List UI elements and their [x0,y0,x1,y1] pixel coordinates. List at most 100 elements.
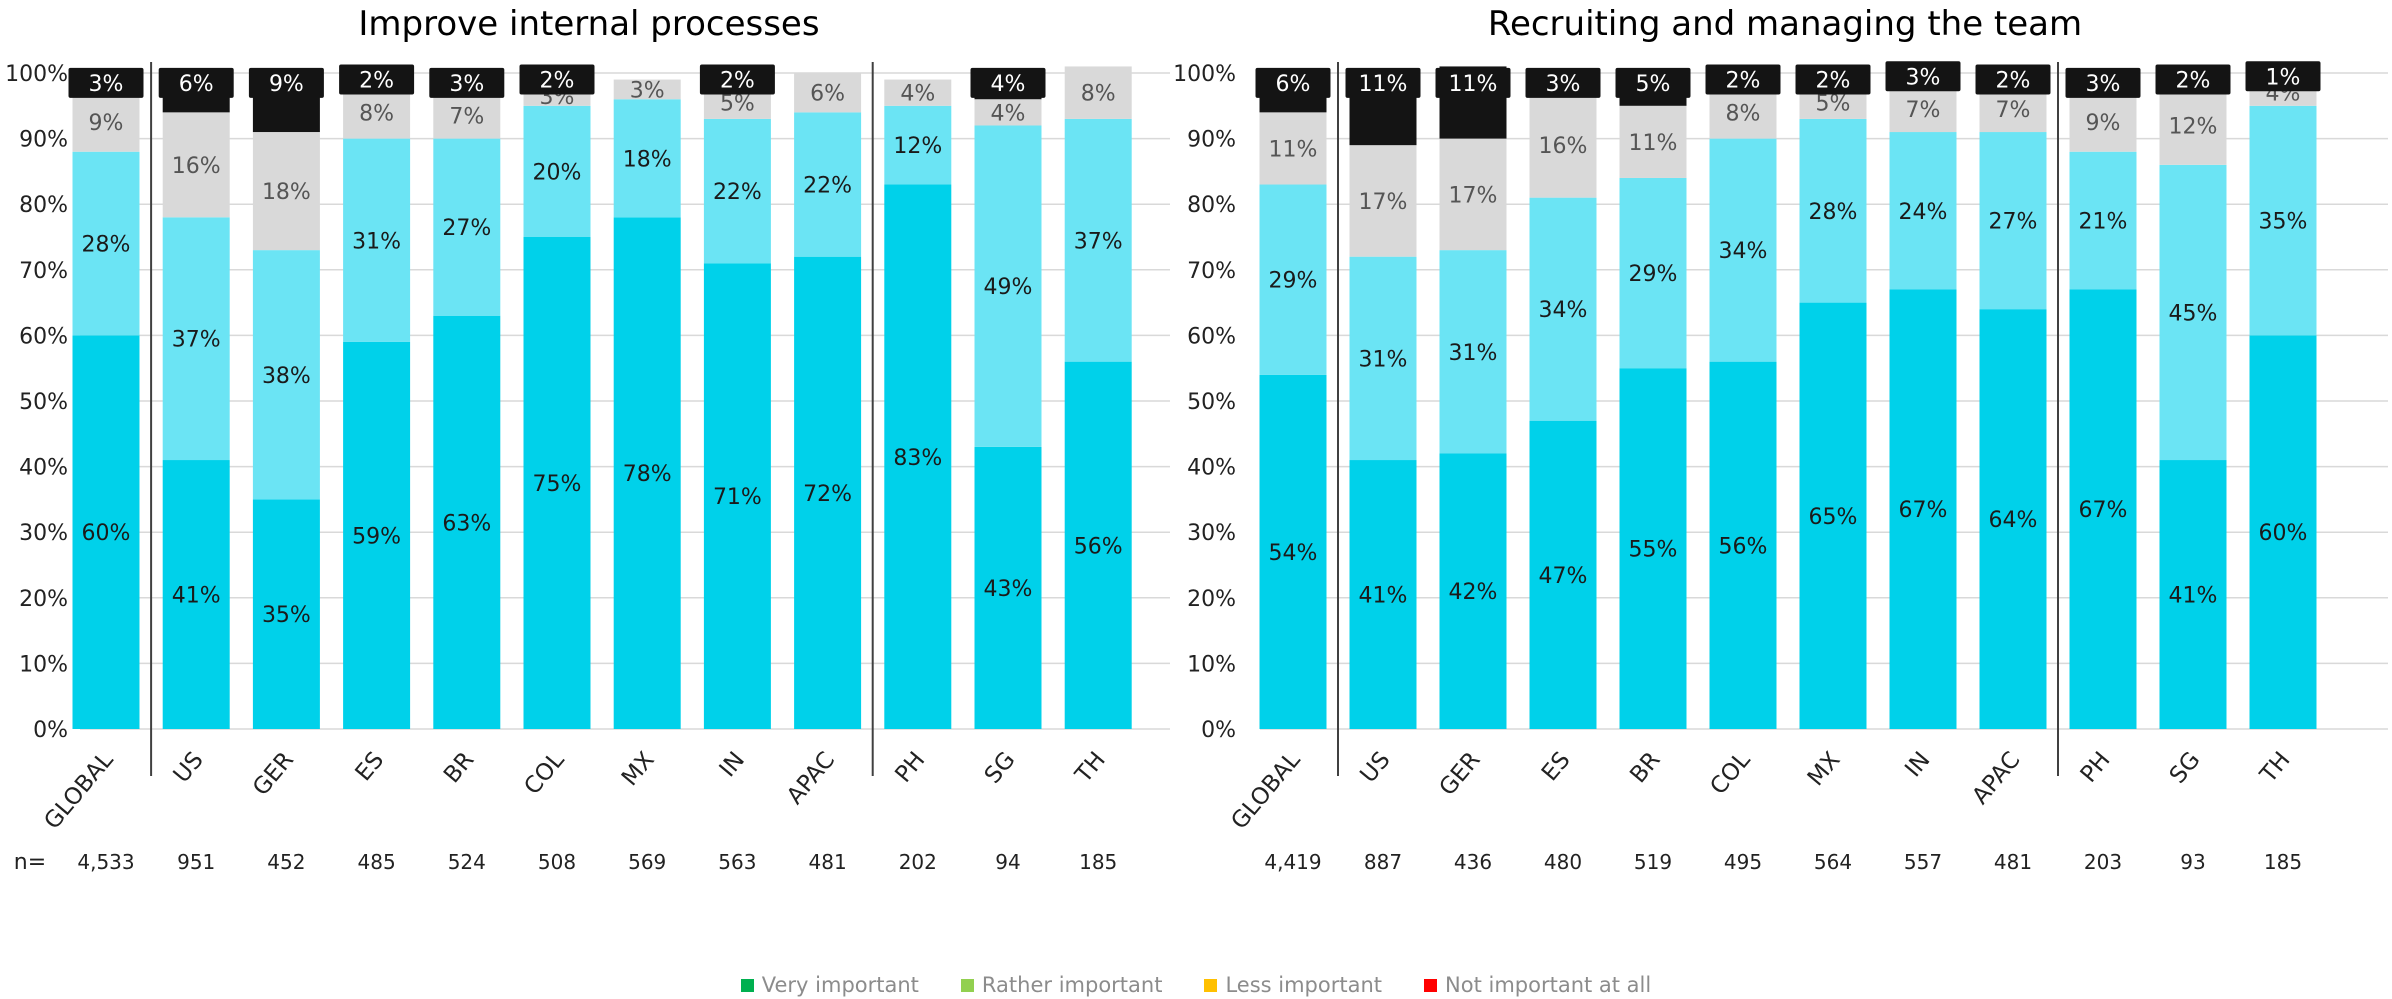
bar-tag-ph-not-important [2065,67,2141,98]
bar-tag-col-not-important [1705,64,1781,95]
legend-label-rather-important: Rather important [981,973,1163,997]
data-label-ph-very-important: 83% [893,446,942,471]
n-value-es: 485 [358,850,396,874]
data-label-global-less-important: 9% [89,111,124,136]
bar-segment-br-rather-important [433,138,501,316]
data-label-mx-very-important: 78% [623,462,672,487]
y-tick-label-80: 80% [19,193,68,218]
bar-segment-mx-rather-important [1799,118,1867,303]
y-tick-label-0: 0% [1201,718,1236,743]
category-label-ph: PH [2076,747,2116,788]
data-label-us-very-important: 41% [1359,584,1408,609]
bar-segment-es-less-important [343,86,411,139]
data-label-mx-rather-important: 18% [623,147,672,172]
bar-segment-ger-less-important [252,132,320,251]
bar-segment-ph-less-important [2069,92,2137,152]
data-label-ph-rather-important: 12% [893,134,942,159]
bar-segment-global-rather-important [72,151,140,336]
bar-segment-es-very-important [1529,420,1597,729]
y-tick-label-10: 10% [19,652,68,677]
bar-segment-apac-rather-important [1979,132,2047,310]
data-label-es-not-important: 2% [359,69,394,94]
data-label-ph-very-important: 67% [2079,498,2128,523]
data-label-us-rather-important: 37% [172,328,221,353]
data-label-col-rather-important: 20% [533,160,582,185]
bar-tag-col-not-important [519,64,595,95]
data-label-apac-rather-important: 22% [803,174,852,199]
data-label-th-rather-important: 35% [2259,210,2308,235]
legend-label-very-important: Very important [761,973,919,997]
n-value-col: 508 [538,850,576,874]
bar-segment-sg-rather-important [2159,164,2227,461]
bar-segment-ph-rather-important [2069,151,2137,290]
data-label-ger-less-important: 17% [1449,183,1498,208]
data-label-th-not-important: 1% [2266,65,2301,90]
y-tick-label-100: 100% [1173,62,1236,87]
data-label-ger-not-important: 11% [1449,72,1498,97]
n-value-ph: 203 [2084,850,2122,874]
data-label-us-not-important: 11% [1359,72,1408,97]
data-label-col-less-important: 8% [1726,101,1761,126]
bar-segment-mx-less-important [613,79,681,100]
y-tick-label-100: 100% [5,62,68,87]
n-label: n= [14,850,46,875]
bar-segment-es-rather-important [1529,197,1597,421]
bar-segment-es-rather-important [343,138,411,342]
bar-segment-us-less-important [162,112,230,218]
n-value-apac: 481 [1994,850,2032,874]
category-label-in: IN [715,747,750,782]
bar-segment-ger-less-important [1439,138,1507,251]
data-label-sg-rather-important: 45% [2169,301,2218,326]
n-value-col: 495 [1724,850,1762,874]
bar-tag-ger-not-important [248,67,324,98]
y-tick-label-60: 60% [19,324,68,349]
data-label-in-very-important: 67% [1899,498,1948,523]
data-label-apac-very-important: 64% [1989,508,2038,533]
n-value-in: 563 [718,850,756,874]
y-tick-label-20: 20% [19,587,68,612]
y-tick-label-0: 0% [33,718,68,743]
bar-segment-ph-very-important [2069,289,2137,729]
bar-segment-in-less-important [1889,86,1957,133]
n-value-global: 4,533 [77,850,134,874]
data-label-es-less-important: 16% [1539,134,1588,159]
data-label-mx-less-important: 5% [1816,92,1851,117]
bar-segment-mx-very-important [1799,302,1867,729]
bar-tag-mx-not-important [1795,64,1871,95]
bar-segment-br-very-important [433,315,501,729]
data-label-ger-rather-important: 31% [1449,341,1498,366]
data-label-ph-rather-important: 21% [2079,210,2128,235]
bar-tag-in-not-important [1885,61,1961,92]
bar-segment-th-less-important [1064,66,1132,119]
bar-tag-br-not-important [429,67,505,98]
legend: Very important Rather important Less imp… [0,972,2392,998]
y-tick-label-10: 10% [1187,652,1236,677]
bar-segment-ger-rather-important [1439,250,1507,454]
data-label-br-not-important: 3% [449,72,484,97]
bar-segment-mx-very-important [613,217,681,729]
bar-segment-global-less-important [1259,112,1327,185]
y-tick-label-90: 90% [1187,128,1236,153]
data-label-sg-very-important: 43% [984,577,1033,602]
data-label-apac-rather-important: 27% [1989,210,2038,235]
data-label-apac-less-important: 6% [810,82,845,107]
data-label-in-rather-important: 22% [713,180,762,205]
data-label-ger-very-important: 35% [262,603,311,628]
bar-segment-col-very-important [523,237,591,729]
legend-item-less-important: Less important [1204,972,1382,998]
bar-segment-sg-less-important [2159,86,2227,165]
bar-segment-apac-less-important [794,73,862,113]
data-label-ger-very-important: 42% [1449,580,1498,605]
data-label-col-not-important: 2% [1726,69,1761,94]
bar-segment-global-less-important [72,92,140,152]
data-label-in-less-important: 5% [720,92,755,117]
bar-tag-es-not-important [1525,67,1601,98]
n-value-in: 557 [1904,850,1942,874]
bar-segment-col-less-important [1709,86,1777,139]
chart-2-title: Recruiting and managing the team [1487,4,2083,44]
bar-segment-ph-very-important [884,184,952,729]
data-label-br-rather-important: 29% [1629,262,1678,287]
y-tick-label-50: 50% [19,390,68,415]
data-label-in-rather-important: 24% [1899,200,1948,225]
category-label-ger: GER [1435,747,1486,801]
